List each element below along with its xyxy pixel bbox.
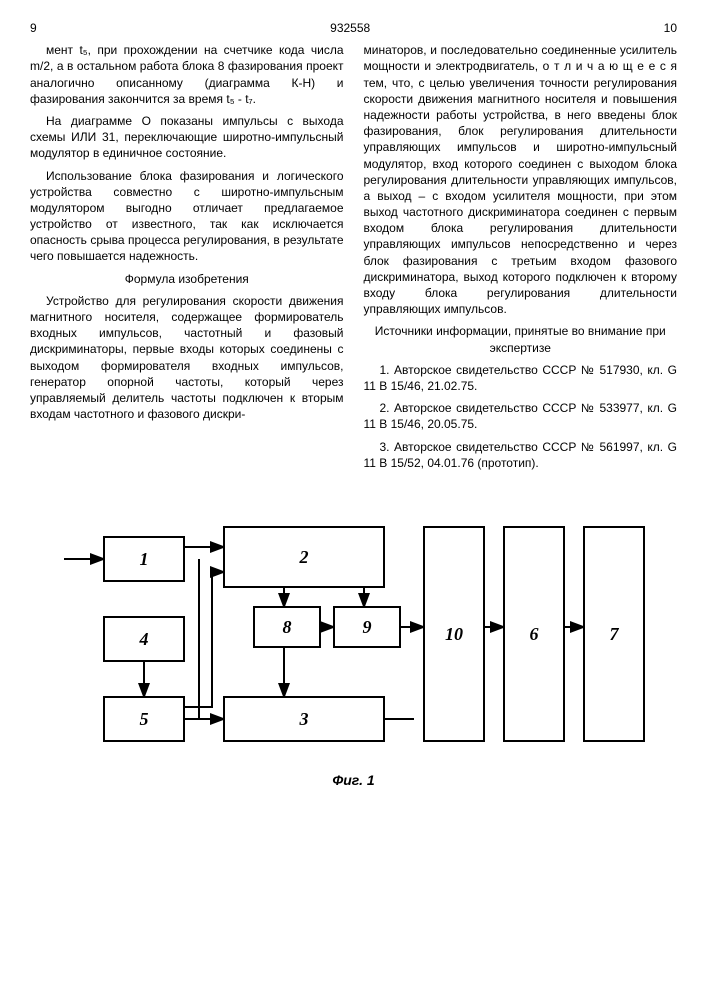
source-item: 1. Авторское свидетельство СССР № 517930… bbox=[364, 362, 678, 394]
flowchart-svg: 1 2 4 8 9 5 3 10 6 7 bbox=[44, 497, 664, 767]
paragraph: Устройство для регулирования скорости дв… bbox=[30, 293, 344, 423]
source-item: 2. Авторское свидетельство СССР № 533977… bbox=[364, 400, 678, 432]
svg-text:9: 9 bbox=[362, 617, 371, 637]
figure-label: Фиг. 1 bbox=[30, 771, 677, 790]
svg-text:3: 3 bbox=[298, 709, 308, 729]
page-header: 9 932558 10 bbox=[30, 20, 677, 36]
svg-text:1: 1 bbox=[139, 549, 148, 569]
source-item: 3. Авторское свидетельство СССР № 561997… bbox=[364, 439, 678, 471]
paragraph: мент t₅, при прохождении на счетчике код… bbox=[30, 42, 344, 107]
paragraph: минаторов, и последовательно соединенные… bbox=[364, 42, 678, 317]
right-page-no: 10 bbox=[664, 20, 677, 36]
svg-text:10: 10 bbox=[445, 624, 463, 644]
left-page-no: 9 bbox=[30, 20, 37, 36]
svg-text:5: 5 bbox=[139, 709, 148, 729]
text-columns: мент t₅, при прохождении на счетчике код… bbox=[30, 42, 677, 477]
paragraph: Использование блока фазирования и логиче… bbox=[30, 168, 344, 265]
svg-text:4: 4 bbox=[138, 629, 148, 649]
svg-text:7: 7 bbox=[609, 624, 619, 644]
formula-heading: Формула изобретения bbox=[30, 271, 344, 287]
patent-number: 932558 bbox=[330, 20, 370, 36]
svg-text:6: 6 bbox=[529, 624, 538, 644]
block-diagram: 1 2 4 8 9 5 3 10 6 7 Фиг. 1 bbox=[30, 497, 677, 790]
paragraph: На диаграмме O показаны импульсы с выход… bbox=[30, 113, 344, 162]
left-column: мент t₅, при прохождении на счетчике код… bbox=[30, 42, 344, 477]
right-column: минаторов, и последовательно соединенные… bbox=[364, 42, 678, 477]
svg-text:8: 8 bbox=[282, 617, 291, 637]
svg-text:2: 2 bbox=[298, 547, 308, 567]
sources-heading: Источники информации, принятые во вниман… bbox=[364, 323, 678, 355]
